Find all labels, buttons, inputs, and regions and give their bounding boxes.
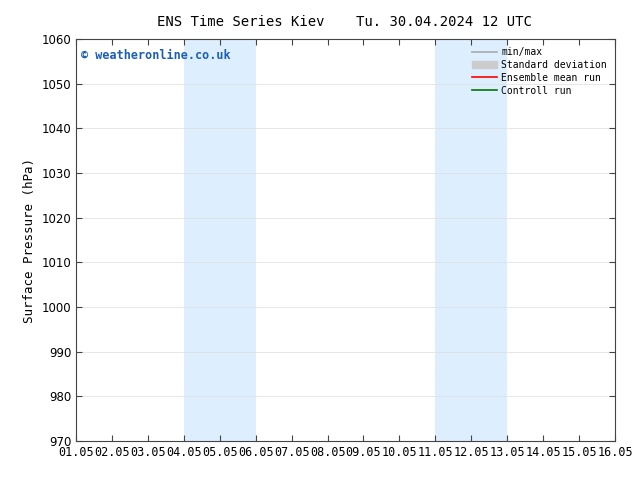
Bar — [436, 39, 507, 441]
Bar — [184, 39, 256, 441]
Legend: min/max, Standard deviation, Ensemble mean run, Controll run: min/max, Standard deviation, Ensemble me… — [469, 44, 610, 98]
Y-axis label: Surface Pressure (hPa): Surface Pressure (hPa) — [23, 158, 36, 322]
Text: © weatheronline.co.uk: © weatheronline.co.uk — [81, 49, 231, 62]
Text: Tu. 30.04.2024 12 UTC: Tu. 30.04.2024 12 UTC — [356, 15, 532, 29]
Text: ENS Time Series Kiev: ENS Time Series Kiev — [157, 15, 325, 29]
